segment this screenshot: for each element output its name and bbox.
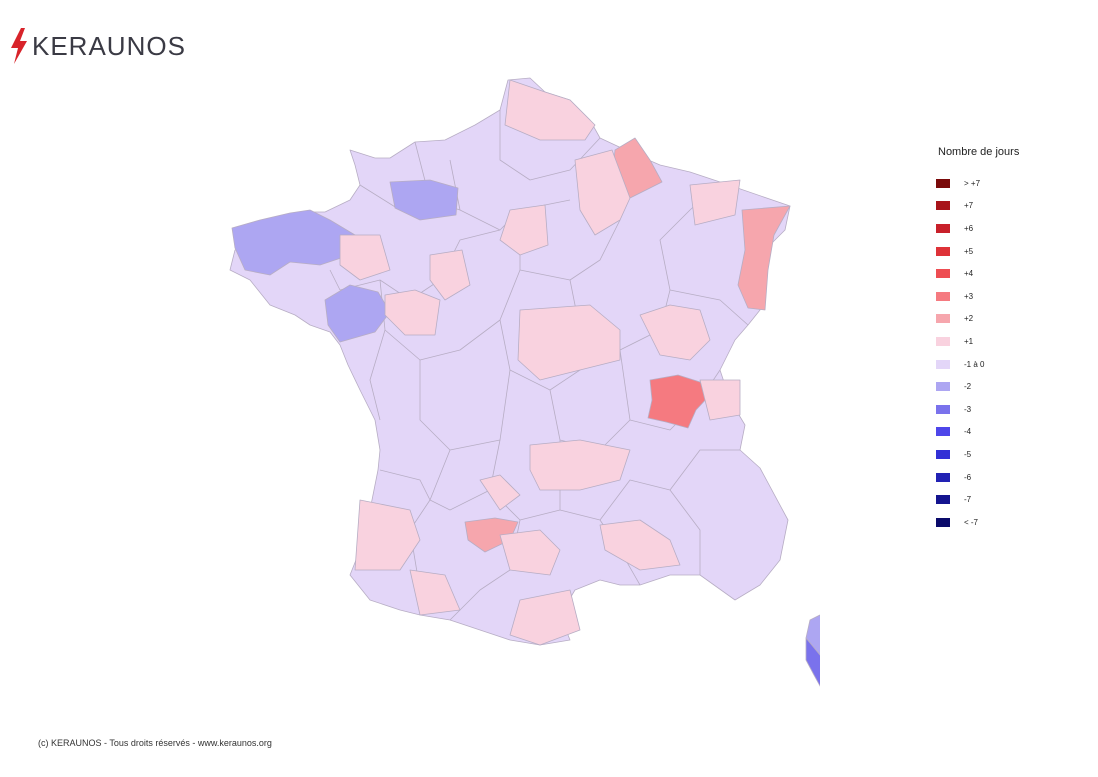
legend-swatch bbox=[936, 472, 950, 482]
legend-item: -3 bbox=[936, 398, 1076, 421]
legend-item: -7 bbox=[936, 488, 1076, 511]
legend-item: +7 bbox=[936, 195, 1076, 218]
legend-swatch bbox=[936, 269, 950, 279]
legend-item: +3 bbox=[936, 285, 1076, 308]
legend-swatch bbox=[936, 314, 950, 324]
legend-label: +2 bbox=[964, 314, 974, 324]
region-corse-du-sud bbox=[805, 637, 820, 687]
copyright-footer: (c) KERAUNOS - Tous droits réservés - ww… bbox=[38, 738, 272, 748]
region-loire-atlantique bbox=[324, 284, 391, 343]
legend-swatch bbox=[936, 449, 950, 459]
legend-label: < -7 bbox=[964, 517, 979, 527]
legend-item: +4 bbox=[936, 262, 1076, 285]
legend-title: Nombre de jours bbox=[938, 146, 1020, 158]
legend-label: -2 bbox=[964, 382, 972, 392]
legend-label: -6 bbox=[964, 472, 972, 482]
legend-swatch bbox=[936, 359, 950, 369]
legend-item: > +7 bbox=[936, 172, 1076, 195]
lightning-icon bbox=[11, 28, 27, 64]
region-alsace bbox=[737, 205, 791, 311]
legend-item: +5 bbox=[936, 240, 1076, 263]
legend-swatch bbox=[936, 246, 950, 256]
legend-item: -6 bbox=[936, 466, 1076, 489]
legend-swatch bbox=[936, 223, 950, 233]
legend-item: -1 à 0 bbox=[936, 353, 1076, 376]
legend-item: +2 bbox=[936, 308, 1076, 331]
legend-item: -2 bbox=[936, 375, 1076, 398]
legend-item: < -7 bbox=[936, 511, 1076, 534]
legend-swatch bbox=[936, 201, 950, 211]
legend-label: +3 bbox=[964, 291, 974, 301]
legend-swatch bbox=[936, 336, 950, 346]
france-departments-map bbox=[229, 77, 820, 687]
legend-label: -7 bbox=[964, 495, 972, 505]
legend-label: -1 à 0 bbox=[964, 359, 985, 369]
region-haute-corse bbox=[805, 614, 820, 656]
legend-swatch bbox=[936, 382, 950, 392]
legend-item: +1 bbox=[936, 330, 1076, 353]
region-calvados bbox=[389, 179, 459, 221]
legend-label: -3 bbox=[964, 404, 972, 414]
legend-label: +4 bbox=[964, 269, 974, 279]
legend-item: -5 bbox=[936, 443, 1076, 466]
legend-label: +1 bbox=[964, 336, 974, 346]
legend-swatch bbox=[936, 404, 950, 414]
legend-label: +7 bbox=[964, 201, 974, 211]
legend-swatch bbox=[936, 427, 950, 437]
keraunos-logo: KERAUNOS bbox=[10, 28, 186, 64]
legend-label: +6 bbox=[964, 223, 974, 233]
legend-item: -4 bbox=[936, 421, 1076, 444]
legend-label: > +7 bbox=[964, 178, 981, 188]
legend-label: -4 bbox=[964, 427, 972, 437]
legend-swatch bbox=[936, 178, 950, 188]
brand-name: KERAUNOS bbox=[32, 30, 186, 61]
region-ain bbox=[647, 374, 711, 429]
legend-swatch bbox=[936, 495, 950, 505]
legend-swatch bbox=[936, 517, 950, 527]
legend-label: +5 bbox=[964, 246, 974, 256]
legend-swatch bbox=[936, 291, 950, 301]
legend-label: -5 bbox=[964, 449, 972, 459]
legend-item: +6 bbox=[936, 217, 1076, 240]
legend: Nombre de jours > +7 +7 +6 +5 +4 +3 +2 +1 -1 à 0… bbox=[936, 146, 1076, 534]
